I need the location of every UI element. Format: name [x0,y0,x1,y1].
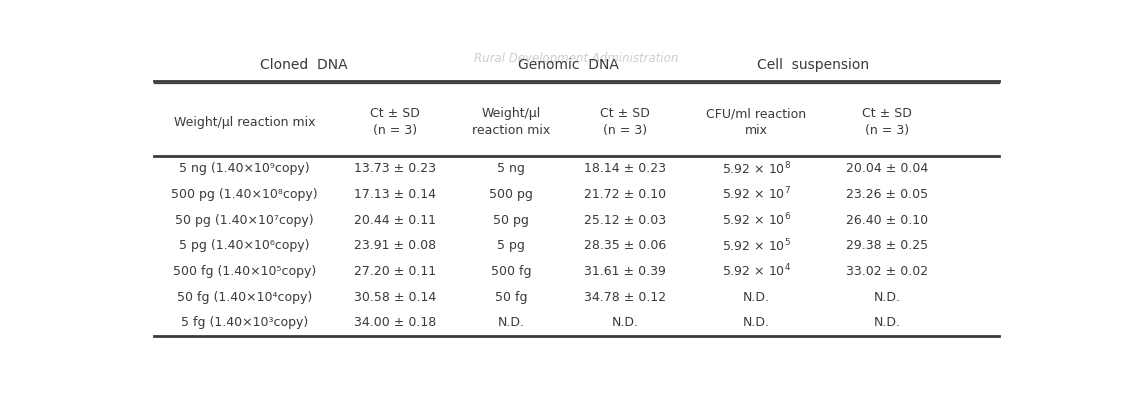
Text: 5 ng (1.40×10⁹copy): 5 ng (1.40×10⁹copy) [179,162,309,175]
Text: 50 fg: 50 fg [495,291,528,304]
Text: 5.92 × 10$^{5}$: 5.92 × 10$^{5}$ [722,238,791,254]
Text: 28.35 ± 0.06: 28.35 ± 0.06 [584,239,666,252]
Text: 500 pg (1.40×10⁸copy): 500 pg (1.40×10⁸copy) [171,188,318,201]
Text: 29.38 ± 0.25: 29.38 ± 0.25 [846,239,928,252]
Text: 23.26 ± 0.05: 23.26 ± 0.05 [846,188,928,201]
Text: Cell  suspension: Cell suspension [757,58,870,72]
Text: 50 fg (1.40×10⁴copy): 50 fg (1.40×10⁴copy) [177,291,313,304]
Text: N.D.: N.D. [742,291,770,304]
Text: 13.73 ± 0.23: 13.73 ± 0.23 [353,162,435,175]
Text: 34.00 ± 0.18: 34.00 ± 0.18 [353,316,435,329]
Text: 26.40 ± 0.10: 26.40 ± 0.10 [846,213,928,227]
Text: 5 pg: 5 pg [497,239,525,252]
Text: 5.92 × 10$^{4}$: 5.92 × 10$^{4}$ [722,263,791,280]
Text: 17.13 ± 0.14: 17.13 ± 0.14 [353,188,435,201]
Text: Cloned  DNA: Cloned DNA [260,58,348,72]
Text: Rural Development Administration: Rural Development Administration [475,52,678,65]
Text: 33.02 ± 0.02: 33.02 ± 0.02 [846,265,928,278]
Text: 20.44 ± 0.11: 20.44 ± 0.11 [353,213,435,227]
Text: 18.14 ± 0.23: 18.14 ± 0.23 [584,162,666,175]
Text: 500 pg: 500 pg [489,188,533,201]
Text: 5 ng: 5 ng [497,162,525,175]
Text: 5.92 × 10$^{7}$: 5.92 × 10$^{7}$ [722,186,791,203]
Text: N.D.: N.D. [874,316,901,329]
Text: 50 pg (1.40×10⁷copy): 50 pg (1.40×10⁷copy) [176,213,314,227]
Text: 31.61 ± 0.39: 31.61 ± 0.39 [584,265,666,278]
Text: 5.92 × 10$^{8}$: 5.92 × 10$^{8}$ [722,160,791,177]
Text: N.D.: N.D. [497,316,524,329]
Text: 25.12 ± 0.03: 25.12 ± 0.03 [584,213,666,227]
Text: 34.78 ± 0.12: 34.78 ± 0.12 [584,291,666,304]
Text: 21.72 ± 0.10: 21.72 ± 0.10 [584,188,666,201]
Text: 23.91 ± 0.08: 23.91 ± 0.08 [353,239,435,252]
Text: Ct ± SD
(n = 3): Ct ± SD (n = 3) [370,107,420,137]
Text: Ct ± SD
(n = 3): Ct ± SD (n = 3) [863,107,912,137]
Text: Ct ± SD
(n = 3): Ct ± SD (n = 3) [601,107,650,137]
Text: Weight/μl reaction mix: Weight/μl reaction mix [174,116,315,129]
Text: Weight/μl
reaction mix: Weight/μl reaction mix [471,107,550,137]
Text: 5.92 × 10$^{6}$: 5.92 × 10$^{6}$ [722,212,791,228]
Text: 27.20 ± 0.11: 27.20 ± 0.11 [353,265,435,278]
Text: 5 fg (1.40×10³copy): 5 fg (1.40×10³copy) [181,316,308,329]
Text: N.D.: N.D. [742,316,770,329]
Text: 500 fg (1.40×10⁵copy): 500 fg (1.40×10⁵copy) [173,265,316,278]
Text: 500 fg: 500 fg [490,265,531,278]
Text: 5 pg (1.40×10⁶copy): 5 pg (1.40×10⁶copy) [179,239,309,252]
Text: N.D.: N.D. [874,291,901,304]
Text: 30.58 ± 0.14: 30.58 ± 0.14 [353,291,435,304]
Text: Genomic  DNA: Genomic DNA [518,58,619,72]
Text: N.D.: N.D. [612,316,639,329]
Text: 20.04 ± 0.04: 20.04 ± 0.04 [846,162,928,175]
Text: CFU/ml reaction
mix: CFU/ml reaction mix [706,107,807,137]
Text: 50 pg: 50 pg [493,213,529,227]
